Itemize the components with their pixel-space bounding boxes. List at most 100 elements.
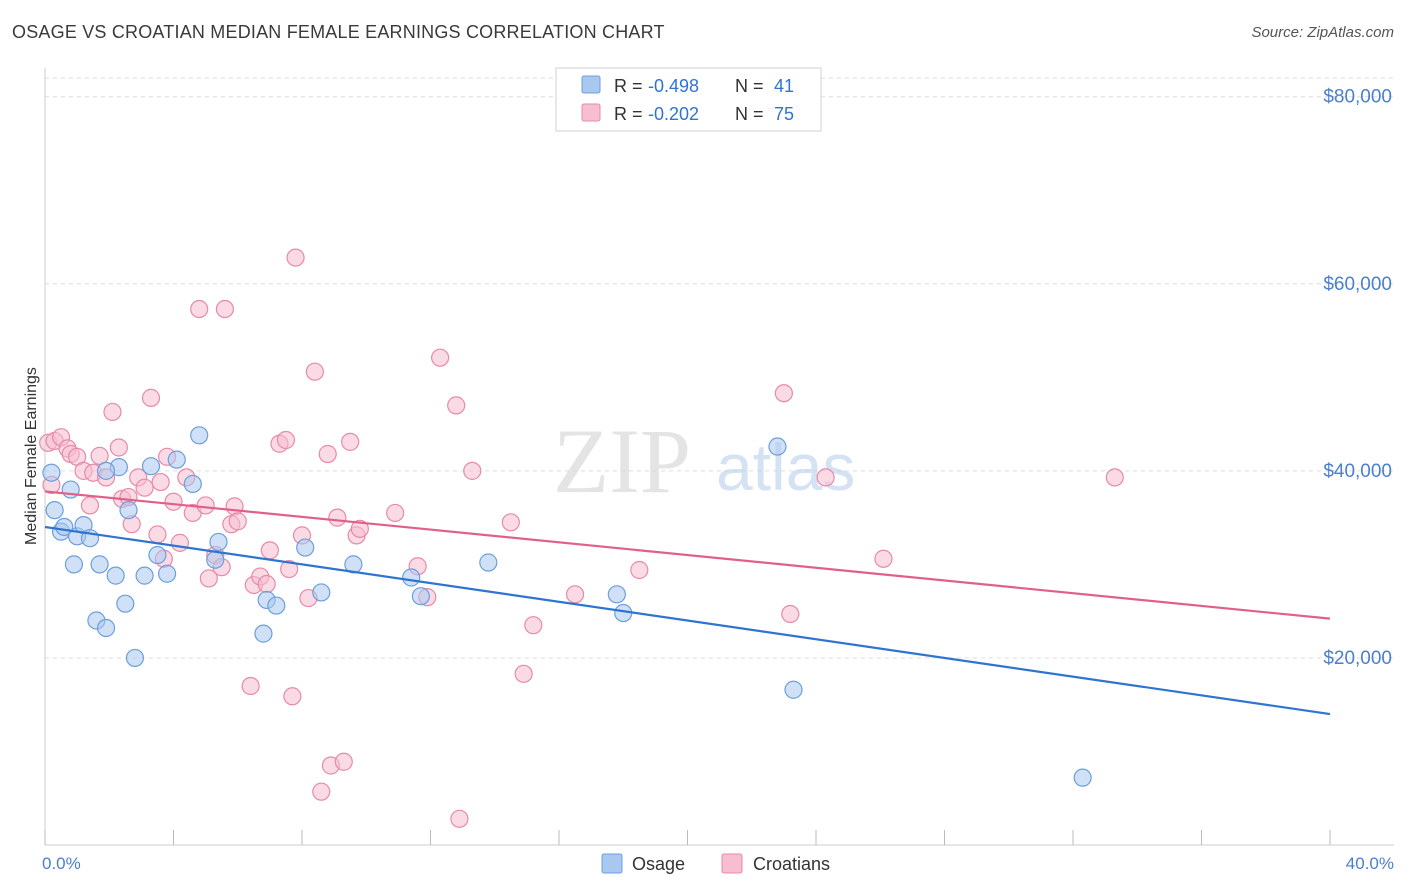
bottom-legend-swatch-croatian	[721, 853, 743, 874]
croatian-point	[151, 472, 170, 492]
croatian-point	[524, 616, 543, 635]
legend-n-label-croatian: N =	[735, 104, 764, 124]
croatian-point	[283, 687, 302, 706]
legend-n-label-osage: N =	[735, 76, 764, 96]
y-tick-label: $20,000	[1323, 648, 1392, 669]
chart-title: OSAGE VS CROATIAN MEDIAN FEMALE EARNINGS…	[12, 22, 665, 42]
croatian-point	[431, 348, 450, 367]
croatian-point	[565, 585, 585, 604]
osage-point	[190, 426, 209, 445]
y-tick-label: $40,000	[1323, 461, 1392, 482]
legend-swatch-osage	[581, 75, 601, 94]
croatian-point	[334, 752, 353, 771]
croatian-point	[215, 299, 234, 319]
croatian-point	[190, 299, 209, 319]
croatian-point	[164, 492, 183, 511]
croatian-point	[447, 396, 466, 415]
osage-point	[784, 680, 803, 699]
croatian-point	[341, 432, 360, 451]
y-tick-label: $60,000	[1323, 274, 1392, 295]
y-axis-title: Median Female Earnings	[23, 367, 40, 545]
legend-swatch-croatian	[581, 103, 601, 122]
osage-point	[254, 624, 273, 643]
croatian-point	[148, 525, 167, 544]
croatian-point	[280, 559, 299, 579]
croatian-point	[350, 519, 369, 538]
osage-point	[402, 568, 421, 587]
croatian-point	[514, 664, 533, 683]
osage-point	[42, 463, 61, 482]
croatian-point	[630, 560, 649, 580]
stats-legend: R = -0.498 N = 41 R = -0.202 N = 75	[555, 67, 822, 132]
croatian-point	[103, 402, 122, 422]
osage-point	[411, 587, 430, 606]
osage-point	[45, 501, 64, 520]
croatian-point	[276, 430, 296, 450]
osage-point	[148, 545, 167, 565]
croatian-point	[774, 384, 793, 403]
osage-point	[96, 461, 116, 480]
osage-point	[141, 457, 161, 476]
croatian-point	[450, 809, 469, 828]
x-tick-label-min: 0.0%	[42, 854, 81, 873]
legend-r-value-osage: -0.498	[648, 76, 699, 96]
legend-r-label-croatian: R =	[614, 104, 643, 124]
croatian-point	[135, 478, 154, 497]
croatian-point	[257, 574, 276, 594]
croatian-point	[781, 604, 800, 624]
y-tick-labels: $20,000 $40,000 $60,000 $80,000	[1323, 87, 1392, 669]
trend-lines	[44, 490, 1331, 716]
bottom-legend-label-croatian: Croatians	[753, 854, 830, 874]
osage-point	[119, 501, 138, 520]
legend-r-value-croatian: -0.202	[648, 104, 699, 124]
watermark-zip: ZIP	[553, 410, 691, 512]
osage-point	[607, 585, 626, 604]
osage-point	[157, 564, 177, 583]
legend-n-value-osage: 41	[774, 76, 794, 96]
osage-point	[90, 555, 109, 574]
croatian-point	[141, 388, 161, 407]
osage-points	[42, 426, 1092, 787]
source-label: Source: ZipAtlas.com	[1251, 24, 1394, 41]
croatian-point	[196, 496, 215, 515]
croatian-point	[386, 503, 405, 523]
croatian-point	[874, 549, 893, 568]
osage-trend-line	[44, 525, 1331, 716]
y-tick-label: $80,000	[1323, 87, 1392, 108]
watermark-atlas: atlas	[716, 430, 855, 504]
croatian-point	[328, 508, 347, 527]
croatian-point	[463, 461, 482, 480]
bottom-legend-label-osage: Osage	[632, 854, 685, 874]
croatian-point	[199, 569, 218, 588]
osage-point	[479, 553, 498, 572]
osage-point	[312, 583, 331, 602]
croatian-point	[225, 497, 244, 516]
osage-point	[135, 566, 154, 585]
croatian-point	[1105, 468, 1124, 487]
bottom-legend-swatch-osage	[601, 853, 623, 874]
x-tick-label-max: 40.0%	[1346, 854, 1394, 873]
series-legend: Osage Croatians	[601, 853, 830, 874]
axes-layer	[44, 68, 1394, 846]
osage-point	[183, 474, 202, 494]
osage-point	[64, 555, 84, 574]
osage-point	[296, 538, 315, 557]
croatian-point	[312, 782, 331, 801]
legend-r-label-osage: R =	[614, 76, 643, 96]
osage-point	[96, 618, 116, 638]
grid-layer	[45, 77, 1394, 659]
osage-point	[167, 450, 186, 469]
croatian-point	[90, 446, 109, 465]
osage-point	[106, 566, 125, 585]
croatian-point	[305, 362, 324, 381]
croatian-point	[80, 496, 100, 515]
croatian-point	[501, 513, 520, 532]
croatian-point	[170, 533, 190, 552]
osage-point	[768, 437, 787, 456]
croatian-trend-line	[44, 490, 1331, 620]
osage-point	[209, 532, 228, 552]
osage-point	[206, 550, 225, 569]
croatian-point	[241, 676, 260, 696]
osage-point	[1073, 768, 1092, 787]
